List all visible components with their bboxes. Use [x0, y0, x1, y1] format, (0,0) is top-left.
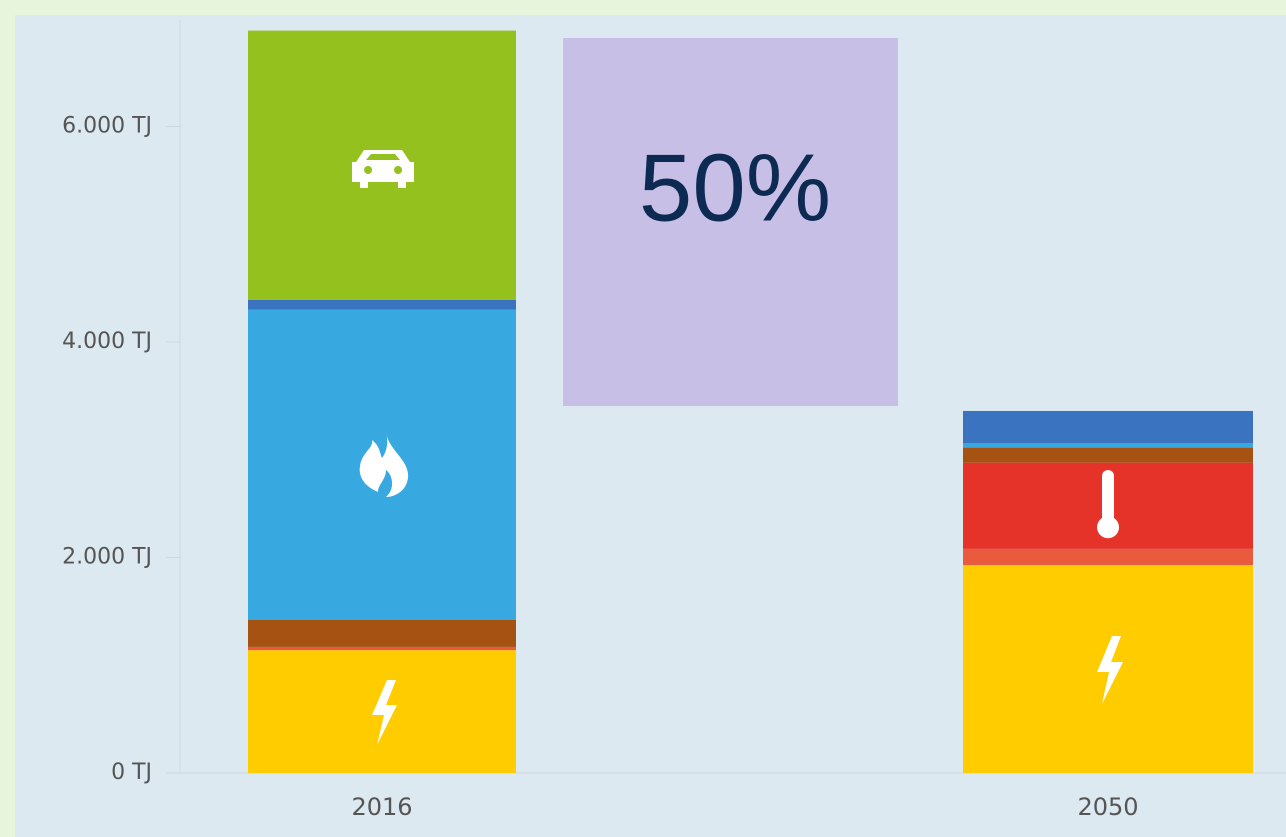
bar-segment: [248, 299, 516, 310]
y-tick-label: 4.000 TJ: [62, 329, 152, 354]
y-tick-label: 0 TJ: [111, 760, 152, 785]
bars: [248, 30, 1253, 773]
bar-segment: [248, 646, 516, 651]
y-tick-label: 2.000 TJ: [62, 545, 152, 570]
x-tick-label: 2050: [1077, 793, 1138, 821]
icons: [352, 150, 1123, 745]
thermometer-icon: [1097, 470, 1120, 539]
bar-segment: [963, 443, 1253, 448]
car-icon: [352, 150, 414, 188]
lightning-icon: [372, 680, 397, 745]
bar-segment: [963, 447, 1253, 463]
annotation-box: [563, 38, 898, 406]
lightning-icon: [1097, 636, 1123, 704]
x-tick-label: 2016: [351, 793, 412, 821]
y-tick-label: 6.000 TJ: [62, 114, 152, 139]
annotation: 50%: [639, 134, 831, 241]
flame-icon: [359, 432, 409, 497]
bar-segment: [248, 619, 516, 647]
bar-segment: [963, 548, 1253, 566]
bar-segment: [963, 410, 1253, 444]
